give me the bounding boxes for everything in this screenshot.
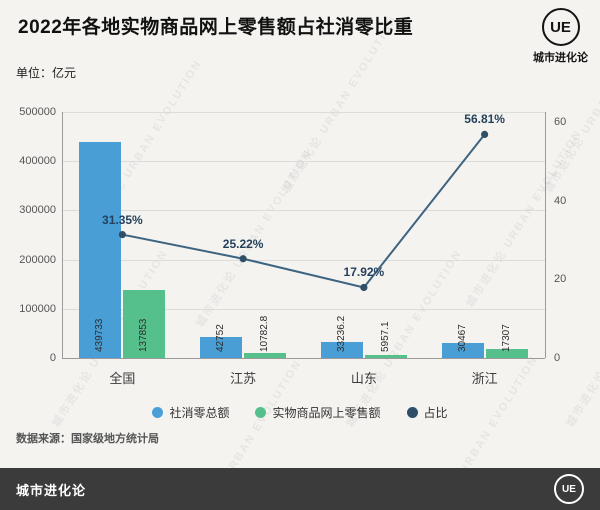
gridline: [62, 161, 545, 163]
source-note: 数据来源：国家级地方统计局: [16, 433, 159, 445]
right-axis-tick-label: 60: [554, 115, 567, 128]
legend: 社消零总额 实物商品网上零售额 占比: [0, 404, 600, 421]
gridline: [62, 259, 545, 261]
y-axis-right: [545, 112, 546, 358]
percent-label: 17.92%: [343, 265, 385, 280]
legend-label: 占比: [423, 406, 448, 420]
left-axis-tick-label: 100000: [19, 302, 56, 315]
category-label: 全国: [109, 371, 136, 386]
bar-value-label: 42752: [215, 324, 227, 352]
line-point: [360, 283, 368, 292]
left-axis-tick-label: 0: [49, 352, 56, 364]
legend-item-total-retail: 社消零总额: [152, 404, 229, 421]
x-axis: [62, 358, 545, 359]
legend-item-share: 占比: [406, 404, 448, 421]
left-axis-tick-label: 200000: [19, 253, 56, 266]
category-label: 江苏: [230, 371, 257, 386]
legend-item-online-retail: 实物商品网上零售额: [255, 404, 381, 421]
line-point: [481, 130, 489, 138]
y-axis-left: [62, 112, 63, 358]
unit-label: 单位：亿元: [16, 66, 77, 80]
left-axis-tick-label: 500000: [19, 106, 56, 118]
footer-ue-logo-icon: UE: [554, 474, 584, 504]
percent-label: 31.35%: [102, 212, 143, 227]
right-axis-tick-label: 0: [554, 352, 561, 364]
legend-label: 实物商品网上零售额: [272, 406, 381, 420]
bar: [441, 343, 484, 358]
bar-value-label: 137853: [138, 318, 150, 352]
bar-value-label: 10782.8: [259, 315, 271, 352]
percent-label: 25.22%: [222, 236, 264, 251]
brand-logo: UE 城市进化论: [533, 8, 588, 65]
green-legend-marker: [255, 407, 267, 418]
bar: [320, 341, 363, 358]
category-label: 山东: [350, 371, 377, 386]
right-axis-tick-label: 40: [554, 194, 567, 207]
legend-label: 社消零总额: [169, 406, 230, 420]
bar: [244, 352, 287, 358]
left-axis-tick-label: 400000: [19, 155, 56, 168]
right-axis-tick-label: 20: [554, 273, 567, 286]
left-axis-tick-label: 300000: [19, 204, 56, 217]
brand-name: 城市进化论: [533, 52, 588, 64]
bar: [79, 141, 122, 358]
bar-value-label: 17307: [500, 324, 512, 352]
percent-label: 56.81%: [464, 112, 505, 127]
bar: [364, 355, 407, 358]
ue-logo-text: UE: [550, 18, 571, 36]
navy-legend-marker: [406, 407, 418, 418]
bar-value-label: 439733: [94, 318, 106, 352]
footer-brand-name: 城市进化论: [16, 482, 87, 498]
bar-value-label: 5957.1: [379, 321, 391, 352]
bar-value-label: 33236.2: [335, 315, 347, 352]
footer-ue-logo-text: UE: [562, 483, 576, 495]
gridline: [62, 210, 545, 212]
page-title: 2022年各地实物商品网上零售额占社消零比重: [18, 17, 414, 38]
category-label: 浙江: [471, 371, 498, 386]
ue-logo-icon: UE: [541, 8, 580, 46]
gridline: [62, 308, 545, 310]
bar: [485, 349, 528, 358]
gridline: [62, 112, 545, 113]
bar-value-label: 30467: [456, 324, 468, 352]
footer-bar: 城市进化论 UE: [0, 468, 600, 510]
bar: [123, 290, 166, 358]
blue-legend-marker: [152, 407, 164, 418]
bar: [200, 336, 243, 358]
chart: 0 100000 200000 300000 400000 500000 0 20 40 60 43…: [0, 86, 600, 408]
